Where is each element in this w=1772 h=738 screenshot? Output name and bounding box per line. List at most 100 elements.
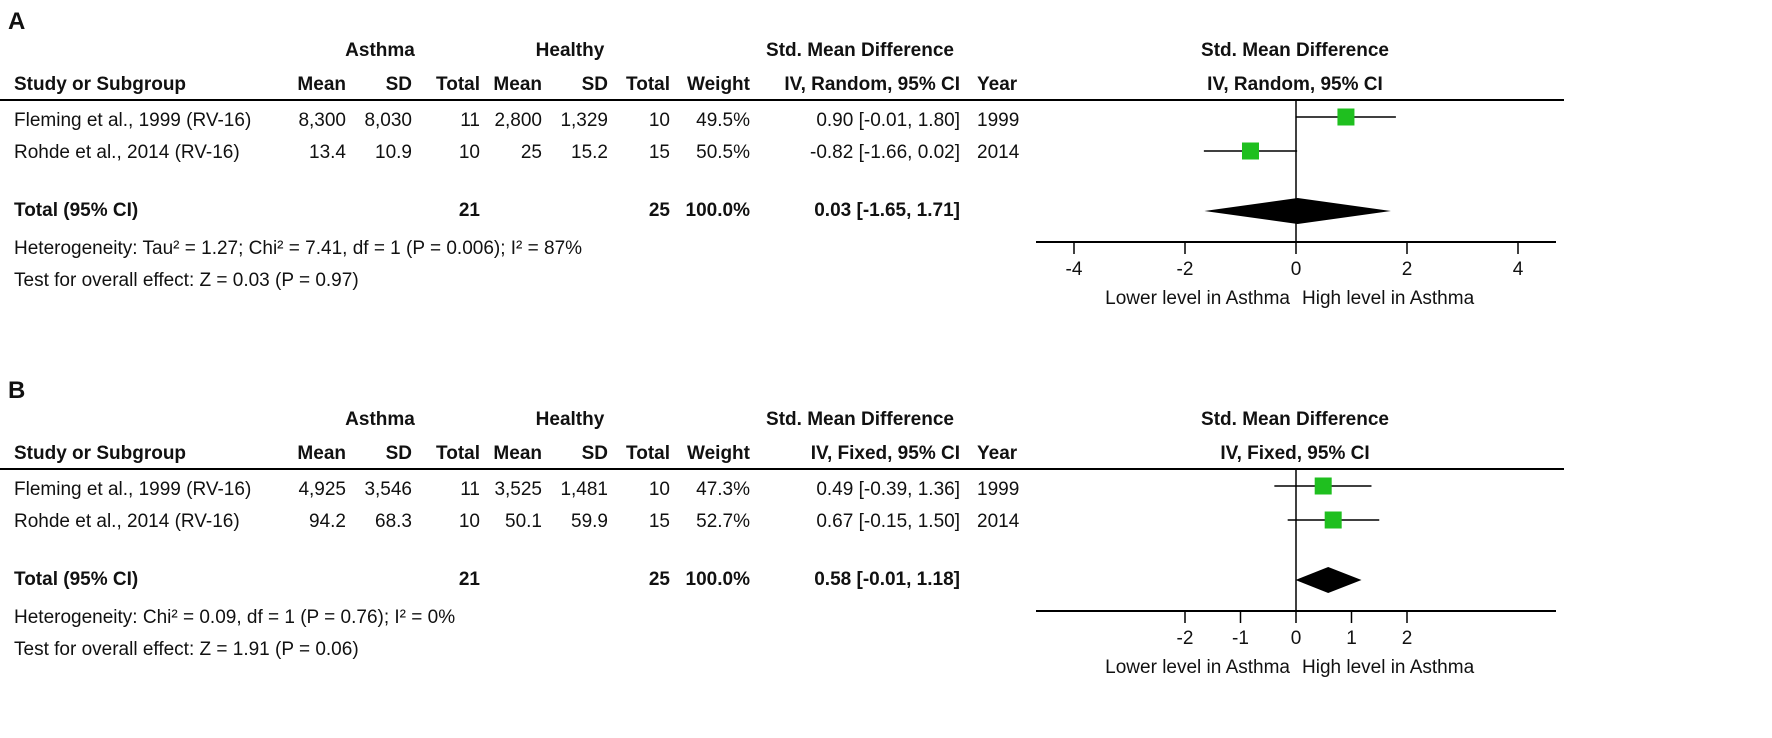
x-label-right: High level in Asthma — [1302, 657, 1475, 678]
heterogeneity-text: Heterogeneity: Tau² = 1.27; Chi² = 7.41,… — [14, 238, 583, 259]
header-mean2: Mean — [493, 443, 542, 464]
header-method: IV, Random, 95% CI — [784, 74, 960, 95]
study-sd1: 3,546 — [364, 479, 412, 500]
header-study: Study or Subgroup — [14, 74, 187, 95]
header-group1: Asthma — [345, 409, 415, 430]
study-ci: -0.82 [-1.66, 0.02] — [810, 142, 960, 163]
study-year: 2014 — [977, 511, 1020, 532]
pooled-diamond — [1204, 198, 1391, 224]
forest-panel-b: B Asthma Healthy Std. Mean Difference St… — [0, 369, 1772, 738]
header-total2: Total — [626, 74, 670, 95]
total-n1: 21 — [458, 200, 480, 221]
total-name: Total (95% CI) — [14, 200, 139, 221]
study-marker — [1324, 511, 1342, 529]
total-ci: 0.58 [-0.01, 1.18] — [814, 569, 960, 590]
header-mean2: Mean — [493, 74, 542, 95]
x-tick-label: 0 — [1291, 259, 1302, 280]
header-smd: Std. Mean Difference — [766, 409, 954, 430]
pooled-diamond — [1295, 567, 1362, 593]
study-sd1: 10.9 — [375, 142, 412, 163]
heterogeneity-text: Heterogeneity: Chi² = 0.09, df = 1 (P = … — [14, 607, 456, 628]
x-tick-label: 1 — [1346, 628, 1357, 649]
header-group1: Asthma — [345, 40, 415, 61]
study-mean2: 3,525 — [494, 479, 542, 500]
study-total1: 10 — [458, 511, 480, 532]
header-smd: Std. Mean Difference — [766, 40, 954, 61]
panel-label: A — [8, 8, 26, 35]
header-rule — [0, 468, 1564, 470]
study-ci: 0.49 [-0.39, 1.36] — [816, 479, 960, 500]
study-name: Fleming et al., 1999 (RV-16) — [14, 110, 252, 131]
header-year: Year — [977, 443, 1018, 464]
study-sd2: 1,481 — [560, 479, 608, 500]
study-total2: 15 — [648, 511, 670, 532]
study-marker — [1337, 108, 1355, 126]
study-name: Fleming et al., 1999 (RV-16) — [14, 479, 252, 500]
plot-title: Std. Mean Difference — [1201, 40, 1389, 61]
x-tick-label: -1 — [1232, 628, 1249, 649]
header-sd2: SD — [581, 443, 608, 464]
study-mean1: 4,925 — [298, 479, 346, 500]
total-weight: 100.0% — [685, 569, 750, 590]
total-n2: 25 — [648, 200, 670, 221]
header-study: Study or Subgroup — [14, 443, 187, 464]
forest-plot-b: -2 -1 0 1 2 Lower level in Asthma High level i… — [1036, 468, 1556, 678]
study-weight: 49.5% — [696, 110, 750, 131]
header-group2: Healthy — [535, 409, 605, 430]
study-sd2: 59.9 — [571, 511, 608, 532]
study-weight: 47.3% — [696, 479, 750, 500]
x-label-left: Lower level in Asthma — [1105, 288, 1290, 309]
x-tick-label: 0 — [1291, 628, 1302, 649]
study-mean1: 13.4 — [309, 142, 346, 163]
total-n2: 25 — [648, 569, 670, 590]
header-total1: Total — [436, 443, 480, 464]
study-ci: 0.67 [-0.15, 1.50] — [816, 511, 960, 532]
header-method: IV, Fixed, 95% CI — [810, 443, 960, 464]
total-n1: 21 — [458, 569, 480, 590]
study-total1: 10 — [458, 142, 480, 163]
study-total1: 11 — [460, 479, 480, 500]
plot-method: IV, Random, 95% CI — [1207, 74, 1383, 95]
header-sd2: SD — [581, 74, 608, 95]
study-total2: 15 — [648, 142, 670, 163]
plot-method: IV, Fixed, 95% CI — [1220, 443, 1370, 464]
header-mean1: Mean — [297, 443, 346, 464]
header-sd1: SD — [385, 443, 412, 464]
study-total2: 10 — [648, 479, 670, 500]
study-marker — [1241, 142, 1259, 160]
forest-plot-a: -4 -2 0 2 4 Lower level in Asthma High level i… — [1036, 99, 1556, 309]
study-marker — [1314, 477, 1332, 495]
study-name: Rohde et al., 2014 (RV-16) — [14, 142, 240, 163]
x-tick-label: 4 — [1513, 259, 1524, 280]
header-total1: Total — [436, 74, 480, 95]
study-name: Rohde et al., 2014 (RV-16) — [14, 511, 240, 532]
study-mean2: 50.1 — [505, 511, 542, 532]
header-weight: Weight — [687, 74, 750, 95]
header-total2: Total — [626, 443, 670, 464]
header-group2: Healthy — [535, 40, 605, 61]
header-mean1: Mean — [297, 74, 346, 95]
study-mean1: 8,300 — [298, 110, 346, 131]
plot-title: Std. Mean Difference — [1201, 409, 1389, 430]
x-tick-label: -2 — [1177, 259, 1194, 280]
x-label-right: High level in Asthma — [1302, 288, 1475, 309]
header-weight: Weight — [687, 443, 750, 464]
forest-panel-a: A Asthma Healthy Std. Mean Difference St… — [0, 8, 1564, 309]
study-sd1: 68.3 — [375, 511, 412, 532]
study-sd2: 1,329 — [560, 110, 608, 131]
x-label-left: Lower level in Asthma — [1105, 657, 1290, 678]
panel-label: B — [8, 377, 26, 404]
header-year: Year — [977, 74, 1018, 95]
study-total1: 11 — [460, 110, 480, 131]
study-mean2: 25 — [520, 142, 542, 163]
total-weight: 100.0% — [685, 200, 750, 221]
study-year: 1999 — [977, 479, 1020, 500]
x-tick-label: 2 — [1402, 628, 1413, 649]
study-sd1: 8,030 — [364, 110, 412, 131]
total-ci: 0.03 [-1.65, 1.71] — [814, 200, 960, 221]
study-weight: 50.5% — [696, 142, 750, 163]
overall-effect-text: Test for overall effect: Z = 0.03 (P = 0… — [14, 270, 359, 291]
x-tick-label: 2 — [1402, 259, 1413, 280]
study-mean1: 94.2 — [309, 511, 346, 532]
study-year: 2014 — [977, 142, 1020, 163]
